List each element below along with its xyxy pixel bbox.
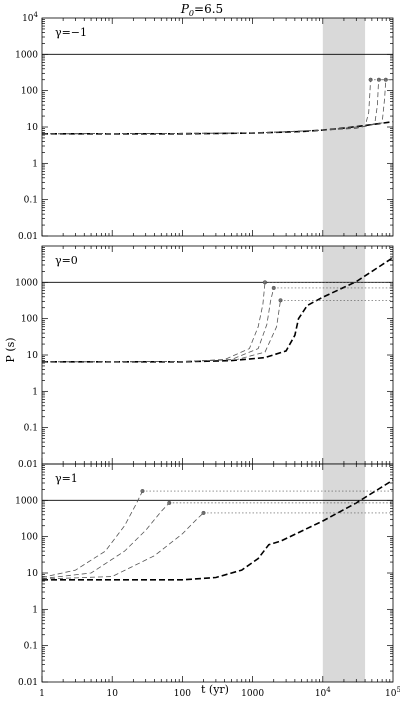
panel-3: 0.01 0.1 1 10 100 1000 γ=1 <box>15 463 394 688</box>
series-line-main <box>42 479 394 581</box>
series-line-2 <box>41 287 275 363</box>
panel-frame <box>41 17 394 237</box>
y-tick-label: 0.1 <box>24 196 38 206</box>
x-axis-label: t (yr) <box>201 683 229 696</box>
y-tick-label: 1 <box>32 605 38 615</box>
y-tick-label: 10 <box>27 351 39 361</box>
y-tick-label: 1000 <box>15 496 38 506</box>
y-tick-label: 1 <box>32 159 38 169</box>
panel-label: γ=−1 <box>55 26 87 39</box>
series-line-2 <box>41 502 170 579</box>
y-tick-label: 1000 <box>15 278 38 288</box>
figure-title: P0=6.5 <box>180 2 223 18</box>
y-tick-label: 1000 <box>15 50 38 60</box>
y-tick-label: 10 <box>27 569 39 579</box>
series-line-3 <box>41 512 204 580</box>
y-axis-label: P (s) <box>4 337 17 362</box>
series-line-main <box>42 256 394 363</box>
y-tick-label: 0.1 <box>24 642 38 652</box>
panel-2: 0.01 0.1 1 10 100 1000 γ=0 <box>15 245 394 470</box>
y-tick-label: 0.01 <box>18 460 38 470</box>
x-tick-label: 105 <box>385 686 400 699</box>
series-line-1 <box>41 490 143 578</box>
series-line-1 <box>41 79 371 135</box>
y-tick-label: 100 <box>21 315 38 325</box>
x-tick-label: 1000 <box>241 689 264 699</box>
panel-1: 0.01 0.1 1 10 100 1000 104 γ=−1 <box>15 11 394 242</box>
y-tick-label: 0.01 <box>18 232 38 242</box>
series-line-main <box>42 120 394 135</box>
y-tick-label: 100 <box>21 533 38 543</box>
x-tick-label: 1 <box>39 689 45 699</box>
series-line-3 <box>41 300 281 363</box>
y-tick-label: 0.1 <box>24 424 38 434</box>
panel-frame <box>41 463 394 683</box>
shaded-band <box>322 246 366 464</box>
x-tick-label: 100 <box>174 689 191 699</box>
panel-label: γ=0 <box>55 254 78 267</box>
y-tick-label: 104 <box>22 11 38 24</box>
x-tick-label: 10 <box>106 689 118 699</box>
series-line-3 <box>41 79 387 135</box>
y-tick-label: 0.01 <box>18 678 38 688</box>
panel-label: γ=1 <box>55 472 78 485</box>
x-tick-label: 104 <box>315 686 331 699</box>
y-tick-label: 10 <box>27 123 39 133</box>
y-tick-label: 100 <box>21 87 38 97</box>
y-tick-label: 1 <box>32 387 38 397</box>
series-line-1 <box>41 282 266 363</box>
shaded-band <box>322 464 366 682</box>
